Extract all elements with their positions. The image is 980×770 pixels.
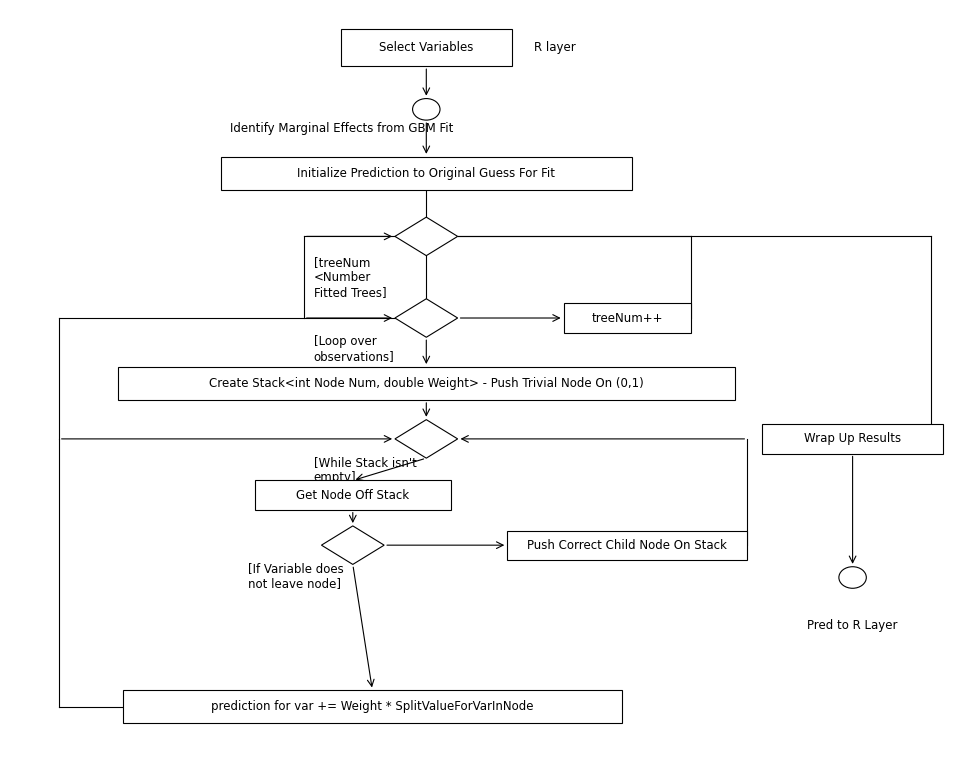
Text: Create Stack<int Node Num, double Weight> - Push Trivial Node On (0,1): Create Stack<int Node Num, double Weight… bbox=[209, 377, 644, 390]
Circle shape bbox=[413, 99, 440, 120]
Text: [While Stack isn't
empty]: [While Stack isn't empty] bbox=[314, 456, 416, 484]
Text: [Loop over
observations]: [Loop over observations] bbox=[314, 335, 394, 363]
Text: Identify Marginal Effects from GBM Fit: Identify Marginal Effects from GBM Fit bbox=[230, 122, 454, 135]
Polygon shape bbox=[395, 420, 458, 458]
Text: Initialize Prediction to Original Guess For Fit: Initialize Prediction to Original Guess … bbox=[297, 167, 556, 179]
Circle shape bbox=[839, 567, 866, 588]
FancyBboxPatch shape bbox=[341, 29, 512, 66]
Polygon shape bbox=[395, 299, 458, 337]
FancyBboxPatch shape bbox=[508, 531, 748, 560]
FancyBboxPatch shape bbox=[118, 367, 735, 400]
FancyBboxPatch shape bbox=[762, 424, 943, 454]
FancyBboxPatch shape bbox=[564, 303, 691, 333]
FancyBboxPatch shape bbox=[255, 480, 451, 510]
Polygon shape bbox=[395, 217, 458, 256]
Text: Pred to R Layer: Pred to R Layer bbox=[808, 619, 898, 632]
Polygon shape bbox=[321, 526, 384, 564]
Text: prediction for var += Weight * SplitValueForVarInNode: prediction for var += Weight * SplitValu… bbox=[211, 701, 534, 713]
Text: Push Correct Child Node On Stack: Push Correct Child Node On Stack bbox=[527, 539, 727, 551]
Text: treeNum++: treeNum++ bbox=[592, 312, 662, 324]
Text: Get Node Off Stack: Get Node Off Stack bbox=[296, 489, 410, 501]
FancyBboxPatch shape bbox=[220, 156, 632, 189]
Text: Wrap Up Results: Wrap Up Results bbox=[804, 433, 902, 445]
Text: [If Variable does
not leave node]: [If Variable does not leave node] bbox=[248, 562, 344, 590]
Text: R layer: R layer bbox=[534, 42, 576, 54]
Text: Select Variables: Select Variables bbox=[379, 42, 473, 54]
FancyBboxPatch shape bbox=[122, 690, 622, 724]
Text: [treeNum
<Number
Fitted Trees]: [treeNum <Number Fitted Trees] bbox=[314, 256, 386, 299]
